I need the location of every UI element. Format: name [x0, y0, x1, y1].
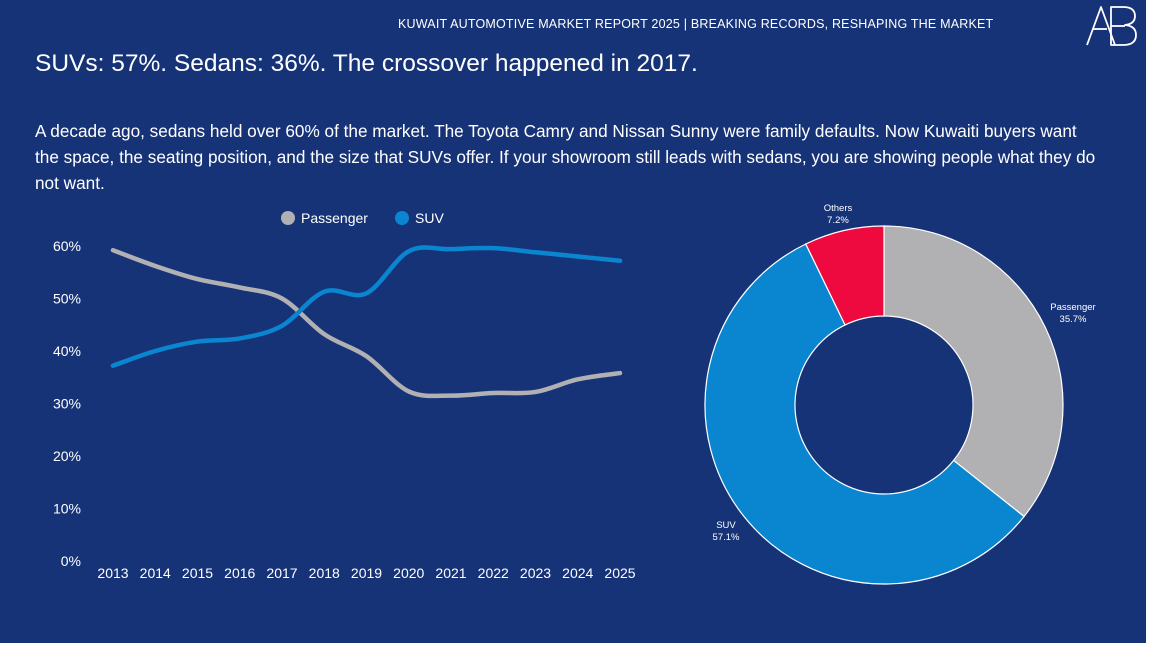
x-tick-label: 2013 — [97, 565, 128, 581]
donut-label-passenger: Passenger — [1050, 302, 1095, 313]
y-tick-label: 10% — [53, 501, 81, 517]
donut-slice-suv — [704, 243, 1025, 585]
line-chart: Passenger SUV 0%10%20%30%40%50%60% 2013 20… — [53, 210, 636, 581]
series-line-passenger — [110, 247, 623, 399]
x-tick-label: 2014 — [140, 565, 171, 581]
donut-value-others: 7.2% — [827, 215, 849, 226]
legend-swatch-passenger — [281, 211, 295, 225]
legend-label-suv: SUV — [415, 210, 444, 226]
x-tick-label: 2018 — [309, 565, 340, 581]
donut-slice-others — [804, 225, 885, 326]
legend-label-passenger: Passenger — [301, 210, 368, 226]
y-tick-label: 30% — [53, 396, 81, 412]
x-tick-label: 2024 — [562, 565, 593, 581]
x-tick-label: 2016 — [224, 565, 255, 581]
ab-logo — [1086, 6, 1137, 46]
donut-value-passenger: 35.7% — [1060, 314, 1087, 325]
report-header: KUWAIT AUTOMOTIVE MARKET REPORT 2025 | B… — [398, 17, 994, 31]
x-tick-label: 2023 — [520, 565, 551, 581]
x-axis: 2013 2014 2015 2016 2017 2018 2019 2020 2021 2022… — [97, 565, 635, 581]
x-tick-label: 2022 — [478, 565, 509, 581]
y-tick-label: 20% — [53, 448, 81, 464]
chart-legend: Passenger SUV — [281, 210, 444, 226]
donut-label-suv: SUV — [716, 520, 736, 531]
x-tick-label: 2017 — [266, 565, 297, 581]
series-line-suv — [110, 245, 623, 368]
y-tick-label: 50% — [53, 291, 81, 307]
y-axis: 0% 10% 20% 30% 40% 50% 60% — [53, 238, 81, 569]
donut-label-others: Others — [824, 203, 853, 214]
donut-slice-passenger — [883, 225, 1064, 518]
y-tick-label: 0% — [61, 553, 81, 569]
x-tick-label: 2021 — [435, 565, 466, 581]
donut-value-suv: 57.1% — [713, 532, 740, 543]
x-tick-label: 2020 — [393, 565, 424, 581]
headline: SUVs: 57%. Sedans: 36%. The crossover ha… — [35, 50, 698, 77]
y-tick-label: 60% — [53, 238, 81, 254]
legend-swatch-suv — [395, 211, 409, 225]
body-text: A decade ago, sedans held over 60% of th… — [35, 121, 1096, 193]
x-tick-label: 2025 — [604, 565, 635, 581]
series-lines — [110, 245, 623, 399]
x-tick-label: 2015 — [182, 565, 213, 581]
donut-slices — [704, 225, 1064, 585]
y-tick-label: 40% — [53, 343, 81, 359]
x-tick-label: 2019 — [351, 565, 382, 581]
